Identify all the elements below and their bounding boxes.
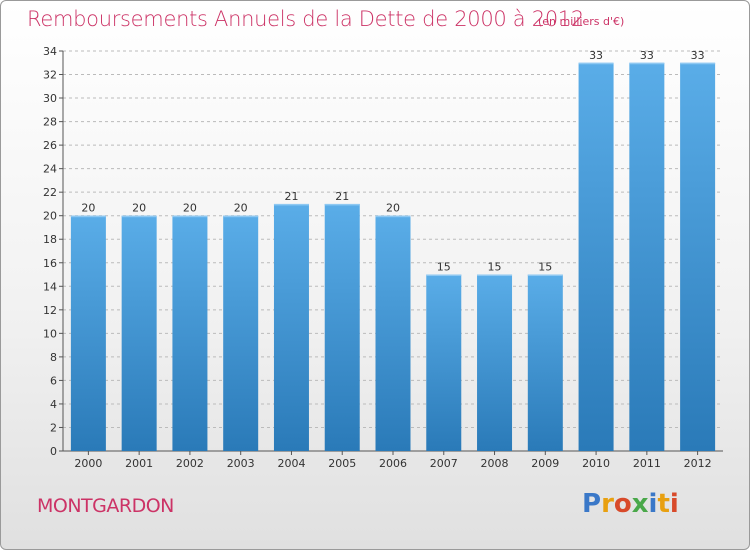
bar-highlight-2010 [578,62,614,65]
data-label-2012: 33 [691,49,705,62]
logo-letter: t [657,489,670,519]
bar-2007 [426,274,462,451]
y-tick-label: 8 [50,351,57,364]
bar-2005 [324,203,360,451]
data-label-2010: 33 [589,49,603,62]
data-label-2011: 33 [640,49,654,62]
bar-highlight-2003 [223,215,259,218]
x-tick-label-2000: 2000 [74,457,102,470]
logo-letter: i [648,489,658,519]
x-tick-label-2001: 2001 [125,457,153,470]
chart-unit: (en milliers d'€) [538,15,625,28]
x-tick-label-2010: 2010 [582,457,610,470]
bar-2006 [375,215,411,451]
x-tick-label-2005: 2005 [328,457,356,470]
y-tick-label: 26 [43,139,57,152]
bar-highlight-2009 [527,274,563,277]
bar-highlight-2000 [70,215,106,218]
bar-highlight-2005 [324,203,360,206]
y-tick-label: 4 [50,398,57,411]
logo-letter: o [613,489,632,519]
x-tick-label-2003: 2003 [227,457,255,470]
logo-letter: x [631,489,649,519]
y-tick-label: 2 [50,421,57,434]
y-tick-label: 20 [43,210,57,223]
bar-2009 [527,274,563,451]
bar-2002 [172,215,208,451]
y-tick-label: 18 [43,233,57,246]
y-tick-label: 34 [43,45,57,58]
bars [70,62,716,451]
bar-highlight-2002 [172,215,208,218]
data-label-2000: 20 [81,202,95,215]
data-label-2009: 15 [538,261,552,274]
logo-letter: r [601,489,614,519]
x-tick-label-2012: 2012 [684,457,712,470]
x-tick-label-2006: 2006 [379,457,407,470]
data-label-2001: 20 [132,202,146,215]
logo-letter: i [669,489,679,519]
proxiti-logo[interactable]: Proxiti [582,489,679,519]
bar-highlight-2011 [629,62,665,65]
x-tick-label-2002: 2002 [176,457,204,470]
y-tick-label: 28 [43,116,57,129]
x-tick-label-2011: 2011 [633,457,661,470]
bar-2012 [680,62,716,451]
y-tick-label: 32 [43,69,57,82]
bar-highlight-2001 [121,215,157,218]
y-tick-label: 22 [43,186,57,199]
data-labels: 20 20 20 20 21 21 20 15 15 15 33 33 33 [81,49,704,274]
chart-title: Remboursements Annuels de la Dette de 20… [27,7,584,31]
data-label-2007: 15 [437,261,451,274]
data-label-2003: 20 [234,202,248,215]
y-tick-label: 16 [43,257,57,270]
x-tick-label-2008: 2008 [481,457,509,470]
commune-name: MONTGARDON [37,495,174,517]
x-tick-label-2007: 2007 [430,457,458,470]
y-tick-label: 24 [43,163,57,176]
y-tick-label: 30 [43,92,57,105]
x-tick-label-2004: 2004 [277,457,305,470]
bar-2010 [578,62,614,451]
bar-2011 [629,62,665,451]
bar-2001 [121,215,157,451]
y-tick-label: 0 [50,445,57,458]
bar-2003 [223,215,259,451]
data-label-2004: 21 [284,190,298,203]
bar-2000 [70,215,106,451]
y-tick-label: 10 [43,327,57,340]
y-tick-label: 12 [43,304,57,317]
y-tick-label: 6 [50,374,57,387]
bar-highlight-2012 [680,62,716,65]
bar-2008 [477,274,513,451]
y-tick-label: 14 [43,280,57,293]
bar-2004 [273,203,309,451]
data-label-2005: 21 [335,190,349,203]
logo-letter: P [582,489,602,519]
data-label-2002: 20 [183,202,197,215]
x-tick-label-2009: 2009 [531,457,559,470]
bar-highlight-2006 [375,215,411,218]
bar-highlight-2008 [477,274,513,277]
bar-highlight-2004 [273,203,309,206]
data-label-2008: 15 [488,261,502,274]
data-label-2006: 20 [386,202,400,215]
bar-highlight-2007 [426,274,462,277]
